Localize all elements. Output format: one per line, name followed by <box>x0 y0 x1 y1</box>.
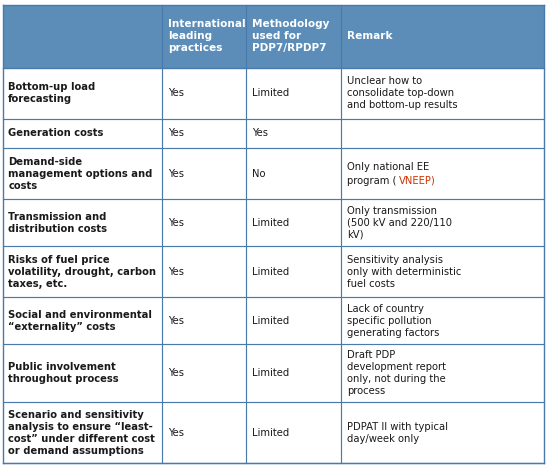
Text: Public involvement
throughout process: Public involvement throughout process <box>8 362 119 384</box>
Bar <box>3 148 544 199</box>
Bar <box>3 246 544 298</box>
Text: Yes: Yes <box>168 129 184 139</box>
Text: Unclear how to
consolidate top-down
and bottom-up results: Unclear how to consolidate top-down and … <box>347 76 457 110</box>
Text: Yes: Yes <box>168 316 184 326</box>
Text: Yes: Yes <box>168 218 184 228</box>
Text: PDPAT II with typical
day/week only: PDPAT II with typical day/week only <box>347 422 447 444</box>
Text: program (: program ( <box>347 176 396 186</box>
Bar <box>3 344 544 402</box>
Text: VNEEP): VNEEP) <box>399 176 435 186</box>
Text: Transmission and
distribution costs: Transmission and distribution costs <box>8 212 107 234</box>
Text: No: No <box>252 169 265 179</box>
Text: Scenario and sensitivity
analysis to ensure “least-
cost” under different cost
o: Scenario and sensitivity analysis to ens… <box>8 410 155 456</box>
Text: Sensitivity analysis
only with deterministic
fuel costs: Sensitivity analysis only with determini… <box>347 255 461 289</box>
Text: Risks of fuel price
volatility, drought, carbon
taxes, etc.: Risks of fuel price volatility, drought,… <box>8 255 156 289</box>
Text: Limited: Limited <box>252 368 289 378</box>
Text: Limited: Limited <box>252 88 289 98</box>
Text: Bottom-up load
forecasting: Bottom-up load forecasting <box>8 82 96 104</box>
Bar <box>3 199 544 246</box>
Text: Yes: Yes <box>168 169 184 179</box>
Text: Lack of country
specific pollution
generating factors: Lack of country specific pollution gener… <box>347 304 439 338</box>
Text: Yes: Yes <box>168 428 184 438</box>
Text: International
leading
practices: International leading practices <box>168 19 246 53</box>
Text: Limited: Limited <box>252 316 289 326</box>
Bar <box>3 67 544 119</box>
Text: Yes: Yes <box>168 368 184 378</box>
Text: Limited: Limited <box>252 218 289 228</box>
Text: Yes: Yes <box>168 88 184 98</box>
Text: Draft PDP
development report
only, not during the
process: Draft PDP development report only, not d… <box>347 350 446 396</box>
Text: Remark: Remark <box>347 31 392 41</box>
Bar <box>3 5 544 67</box>
Text: Limited: Limited <box>252 267 289 277</box>
Text: Yes: Yes <box>168 267 184 277</box>
Text: Social and environmental
“externality” costs: Social and environmental “externality” c… <box>8 310 152 332</box>
Text: Demand-side
management options and
costs: Demand-side management options and costs <box>8 157 153 191</box>
Text: Only national EE: Only national EE <box>347 162 429 172</box>
Bar <box>3 402 544 463</box>
Text: Only transmission
(500 kV and 220/110
kV): Only transmission (500 kV and 220/110 kV… <box>347 206 452 240</box>
Text: Generation costs: Generation costs <box>8 129 103 139</box>
Text: Limited: Limited <box>252 428 289 438</box>
Bar <box>3 119 544 148</box>
Text: Methodology
used for
PDP7/RPDP7: Methodology used for PDP7/RPDP7 <box>252 19 329 53</box>
Bar <box>3 298 544 344</box>
Text: Yes: Yes <box>252 129 268 139</box>
